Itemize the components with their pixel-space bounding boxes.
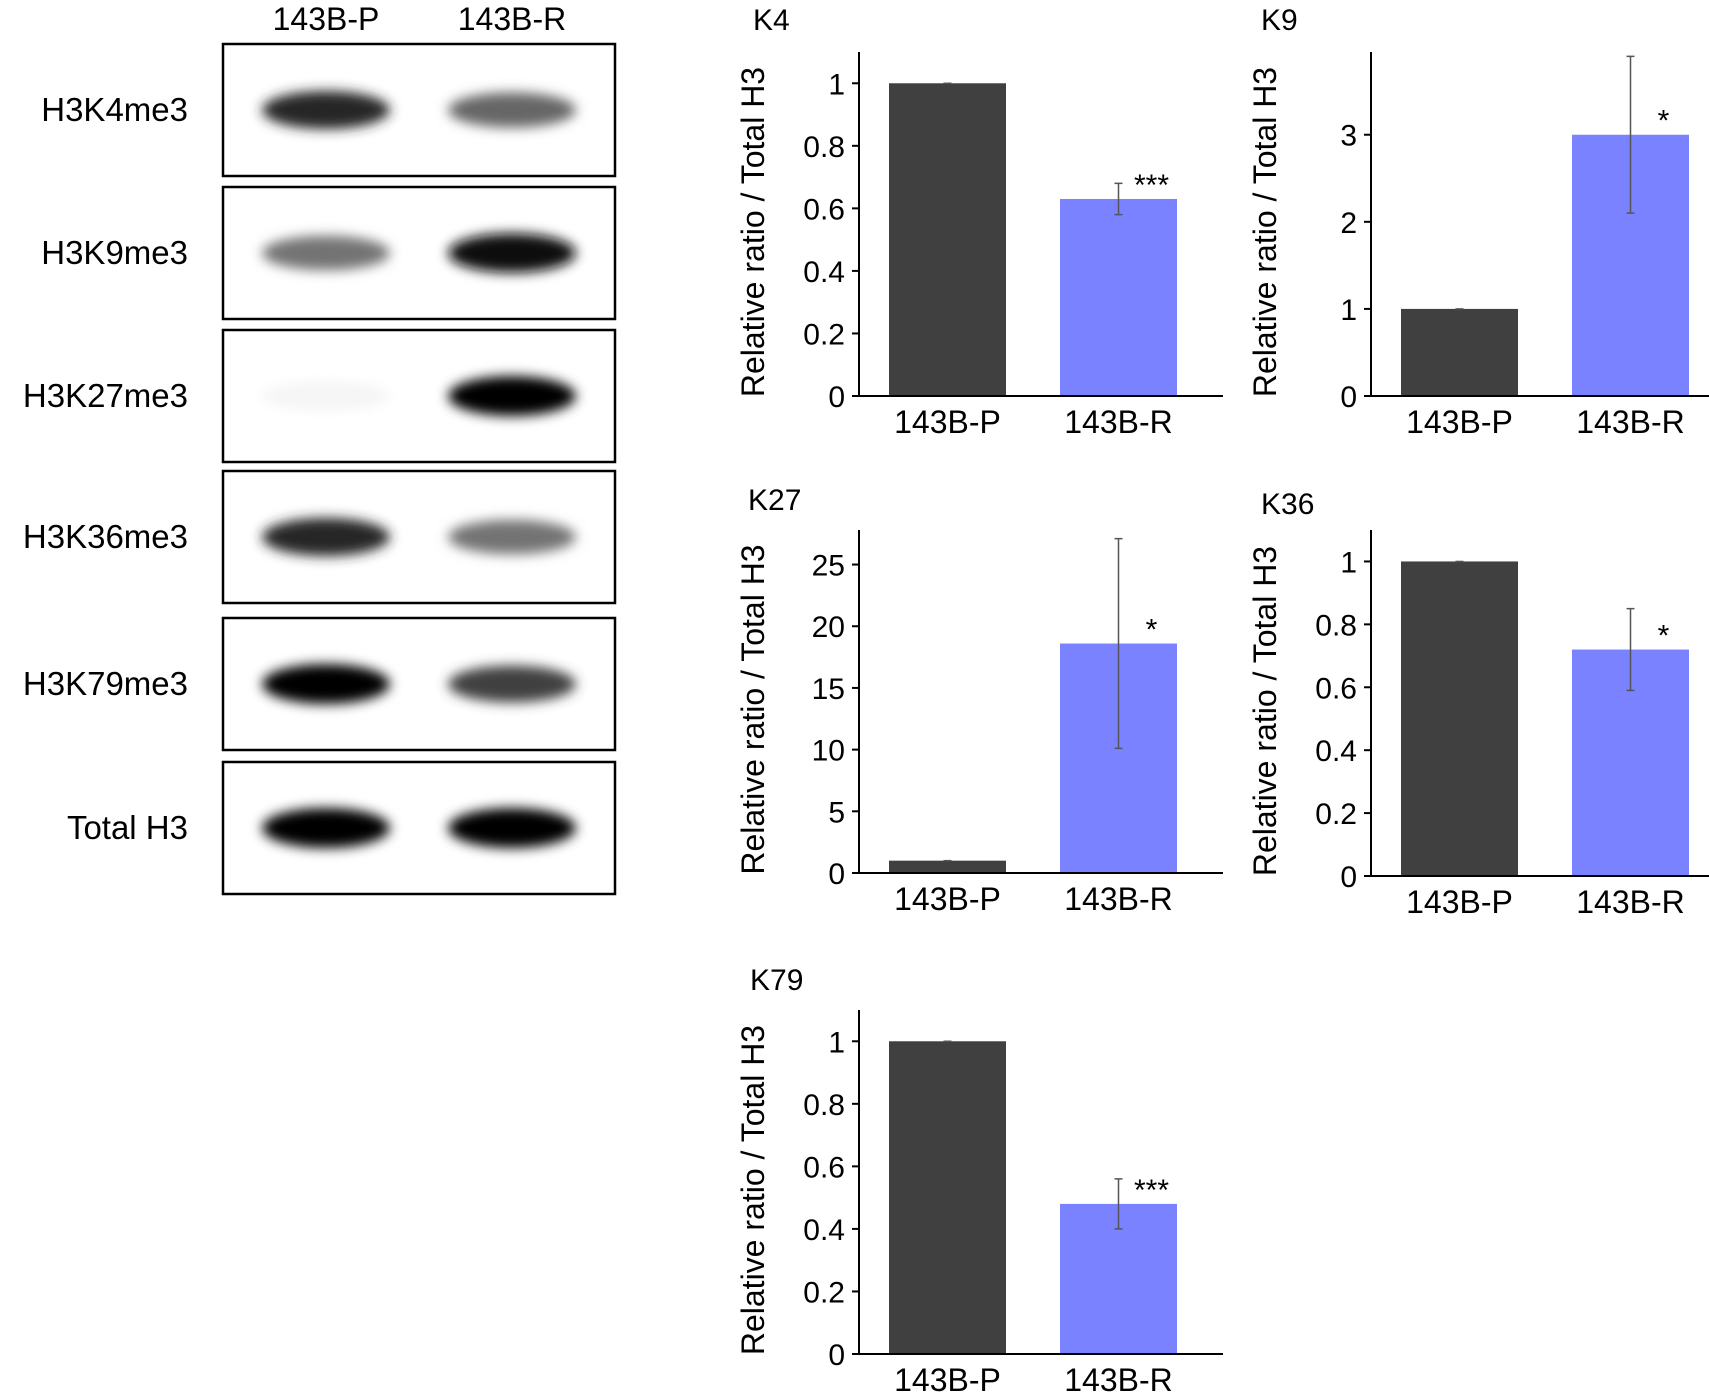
- y-tick-label: 0.4: [1315, 735, 1357, 768]
- y-tick-label: 0: [828, 1339, 845, 1372]
- x-tick-label: 143B-R: [1576, 884, 1685, 920]
- blot-row-label: Total H3: [67, 809, 188, 846]
- blot-row: H3K4me3: [41, 42, 617, 178]
- blot-row: H3K79me3: [23, 616, 617, 752]
- blot-row: H3K27me3: [23, 328, 617, 464]
- y-tick-label: 0: [828, 381, 845, 414]
- bar-chart-k4: K4 Relative ratio / Total H3 143B-P *** 143B…: [735, 4, 1223, 440]
- blot-band: [448, 376, 576, 416]
- y-tick-label: 0: [1340, 381, 1357, 414]
- y-tick-label: 1: [1340, 294, 1357, 327]
- x-tick-label: 143B-R: [1064, 404, 1173, 440]
- y-tick-label: 20: [812, 611, 845, 644]
- y-tick-label: 0.2: [803, 1276, 845, 1309]
- y-axis-label: Relative ratio / Total H3: [735, 67, 771, 397]
- bar-chart-k27: K27 Relative ratio / Total H3 143B-P * 143B-…: [735, 484, 1223, 917]
- y-axis-label: Relative ratio / Total H3: [1247, 67, 1283, 397]
- blot-row-label: H3K4me3: [41, 91, 188, 128]
- bar-parental: [889, 83, 1006, 396]
- y-axis-label: Relative ratio / Total H3: [735, 1025, 771, 1355]
- chart-title: K9: [1261, 4, 1298, 37]
- blot-band: [448, 233, 576, 273]
- y-tick-label: 10: [812, 735, 845, 768]
- y-tick-label: 1: [828, 68, 845, 101]
- significance-marker: ***: [1134, 1174, 1169, 1207]
- bar-chart-k36: K36 Relative ratio / Total H3 143B-P * 143B-…: [1247, 488, 1709, 920]
- y-tick-label: 0.6: [803, 1151, 845, 1184]
- y-tick-label: 1: [1340, 546, 1357, 579]
- blot-band: [448, 519, 576, 555]
- y-tick-label: 0: [1340, 861, 1357, 894]
- blot-row: H3K9me3: [41, 185, 617, 321]
- x-tick-label: 143B-P: [894, 1362, 1001, 1392]
- y-tick-label: 0.4: [803, 1214, 845, 1247]
- blot-band: [262, 664, 390, 704]
- x-tick-label: 143B-P: [894, 404, 1001, 440]
- y-tick-label: 0.2: [803, 318, 845, 351]
- y-tick-label: 3: [1340, 120, 1357, 153]
- blot-row: H3K36me3: [23, 469, 617, 605]
- significance-marker: *: [1658, 620, 1670, 653]
- y-axis-label: Relative ratio / Total H3: [1247, 546, 1283, 876]
- blot-row-label: H3K9me3: [41, 234, 188, 271]
- bar-chart-k79: K79 Relative ratio / Total H3 143B-P *** 143…: [735, 964, 1223, 1392]
- y-tick-label: 15: [812, 673, 845, 706]
- y-tick-label: 0.8: [1315, 609, 1357, 642]
- y-tick-label: 0: [828, 858, 845, 891]
- x-tick-label: 143B-R: [1064, 881, 1173, 917]
- blot-band: [262, 235, 390, 271]
- blot-row-label: H3K27me3: [23, 377, 188, 414]
- blot-row-label: H3K36me3: [23, 518, 188, 555]
- y-tick-label: 0.8: [803, 131, 845, 164]
- y-tick-label: 0.6: [1315, 672, 1357, 705]
- y-tick-label: 2: [1340, 207, 1357, 240]
- y-axis-label: Relative ratio / Total H3: [735, 544, 771, 874]
- bar-parental: [889, 860, 1006, 873]
- x-tick-label: 143B-R: [1064, 1362, 1173, 1392]
- x-tick-label: 143B-P: [894, 881, 1001, 917]
- blot-band: [448, 665, 576, 703]
- chart-title: K79: [750, 964, 803, 997]
- y-tick-label: 1: [828, 1026, 845, 1059]
- y-tick-label: 25: [812, 550, 845, 583]
- y-tick-label: 0.6: [803, 193, 845, 226]
- blot-band: [448, 92, 576, 128]
- bar-parental: [1401, 308, 1518, 396]
- blot-row-label: H3K79me3: [23, 665, 188, 702]
- blot-band: [262, 808, 390, 848]
- blot-row: Total H3: [67, 760, 617, 896]
- chart-title: K36: [1261, 488, 1314, 521]
- blot-band: [262, 90, 390, 130]
- significance-marker: *: [1146, 614, 1158, 647]
- bar-chart-k9: K9 Relative ratio / Total H3 143B-P * 143B-R…: [1247, 4, 1709, 440]
- western-blot-panel: 143B-P 143B-R H3K4me3 H3K9me3 H3K27me3 H3K3…: [23, 1, 617, 896]
- chart-title: K4: [753, 4, 790, 37]
- x-tick-label: 143B-P: [1406, 404, 1513, 440]
- bar-parental: [1401, 561, 1518, 876]
- chart-title: K27: [748, 484, 801, 517]
- bar-resistant: [1060, 198, 1177, 396]
- significance-marker: ***: [1134, 169, 1169, 202]
- blot-band: [262, 517, 390, 557]
- blot-lane-label-resistant: 143B-R: [458, 1, 567, 37]
- blot-band: [448, 808, 576, 848]
- blot-lane-label-parental: 143B-P: [273, 1, 380, 37]
- y-tick-label: 5: [828, 796, 845, 829]
- y-tick-label: 0.2: [1315, 798, 1357, 831]
- y-tick-label: 0.8: [803, 1089, 845, 1122]
- significance-marker: *: [1658, 105, 1670, 138]
- x-tick-label: 143B-R: [1576, 404, 1685, 440]
- x-tick-label: 143B-P: [1406, 884, 1513, 920]
- blot-band: [262, 381, 390, 411]
- bar-parental: [889, 1041, 1006, 1354]
- y-tick-label: 0.4: [803, 256, 845, 289]
